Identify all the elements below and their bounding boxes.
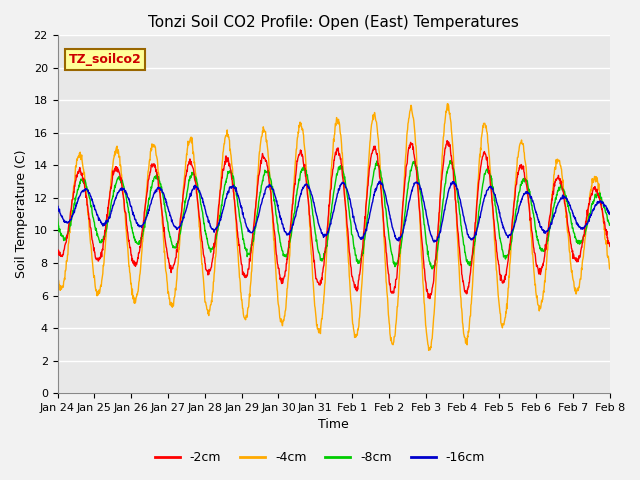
Text: TZ_soilco2: TZ_soilco2	[68, 53, 141, 66]
X-axis label: Time: Time	[318, 419, 349, 432]
Title: Tonzi Soil CO2 Profile: Open (East) Temperatures: Tonzi Soil CO2 Profile: Open (East) Temp…	[148, 15, 519, 30]
Y-axis label: Soil Temperature (C): Soil Temperature (C)	[15, 150, 28, 278]
Legend: -2cm, -4cm, -8cm, -16cm: -2cm, -4cm, -8cm, -16cm	[150, 446, 490, 469]
